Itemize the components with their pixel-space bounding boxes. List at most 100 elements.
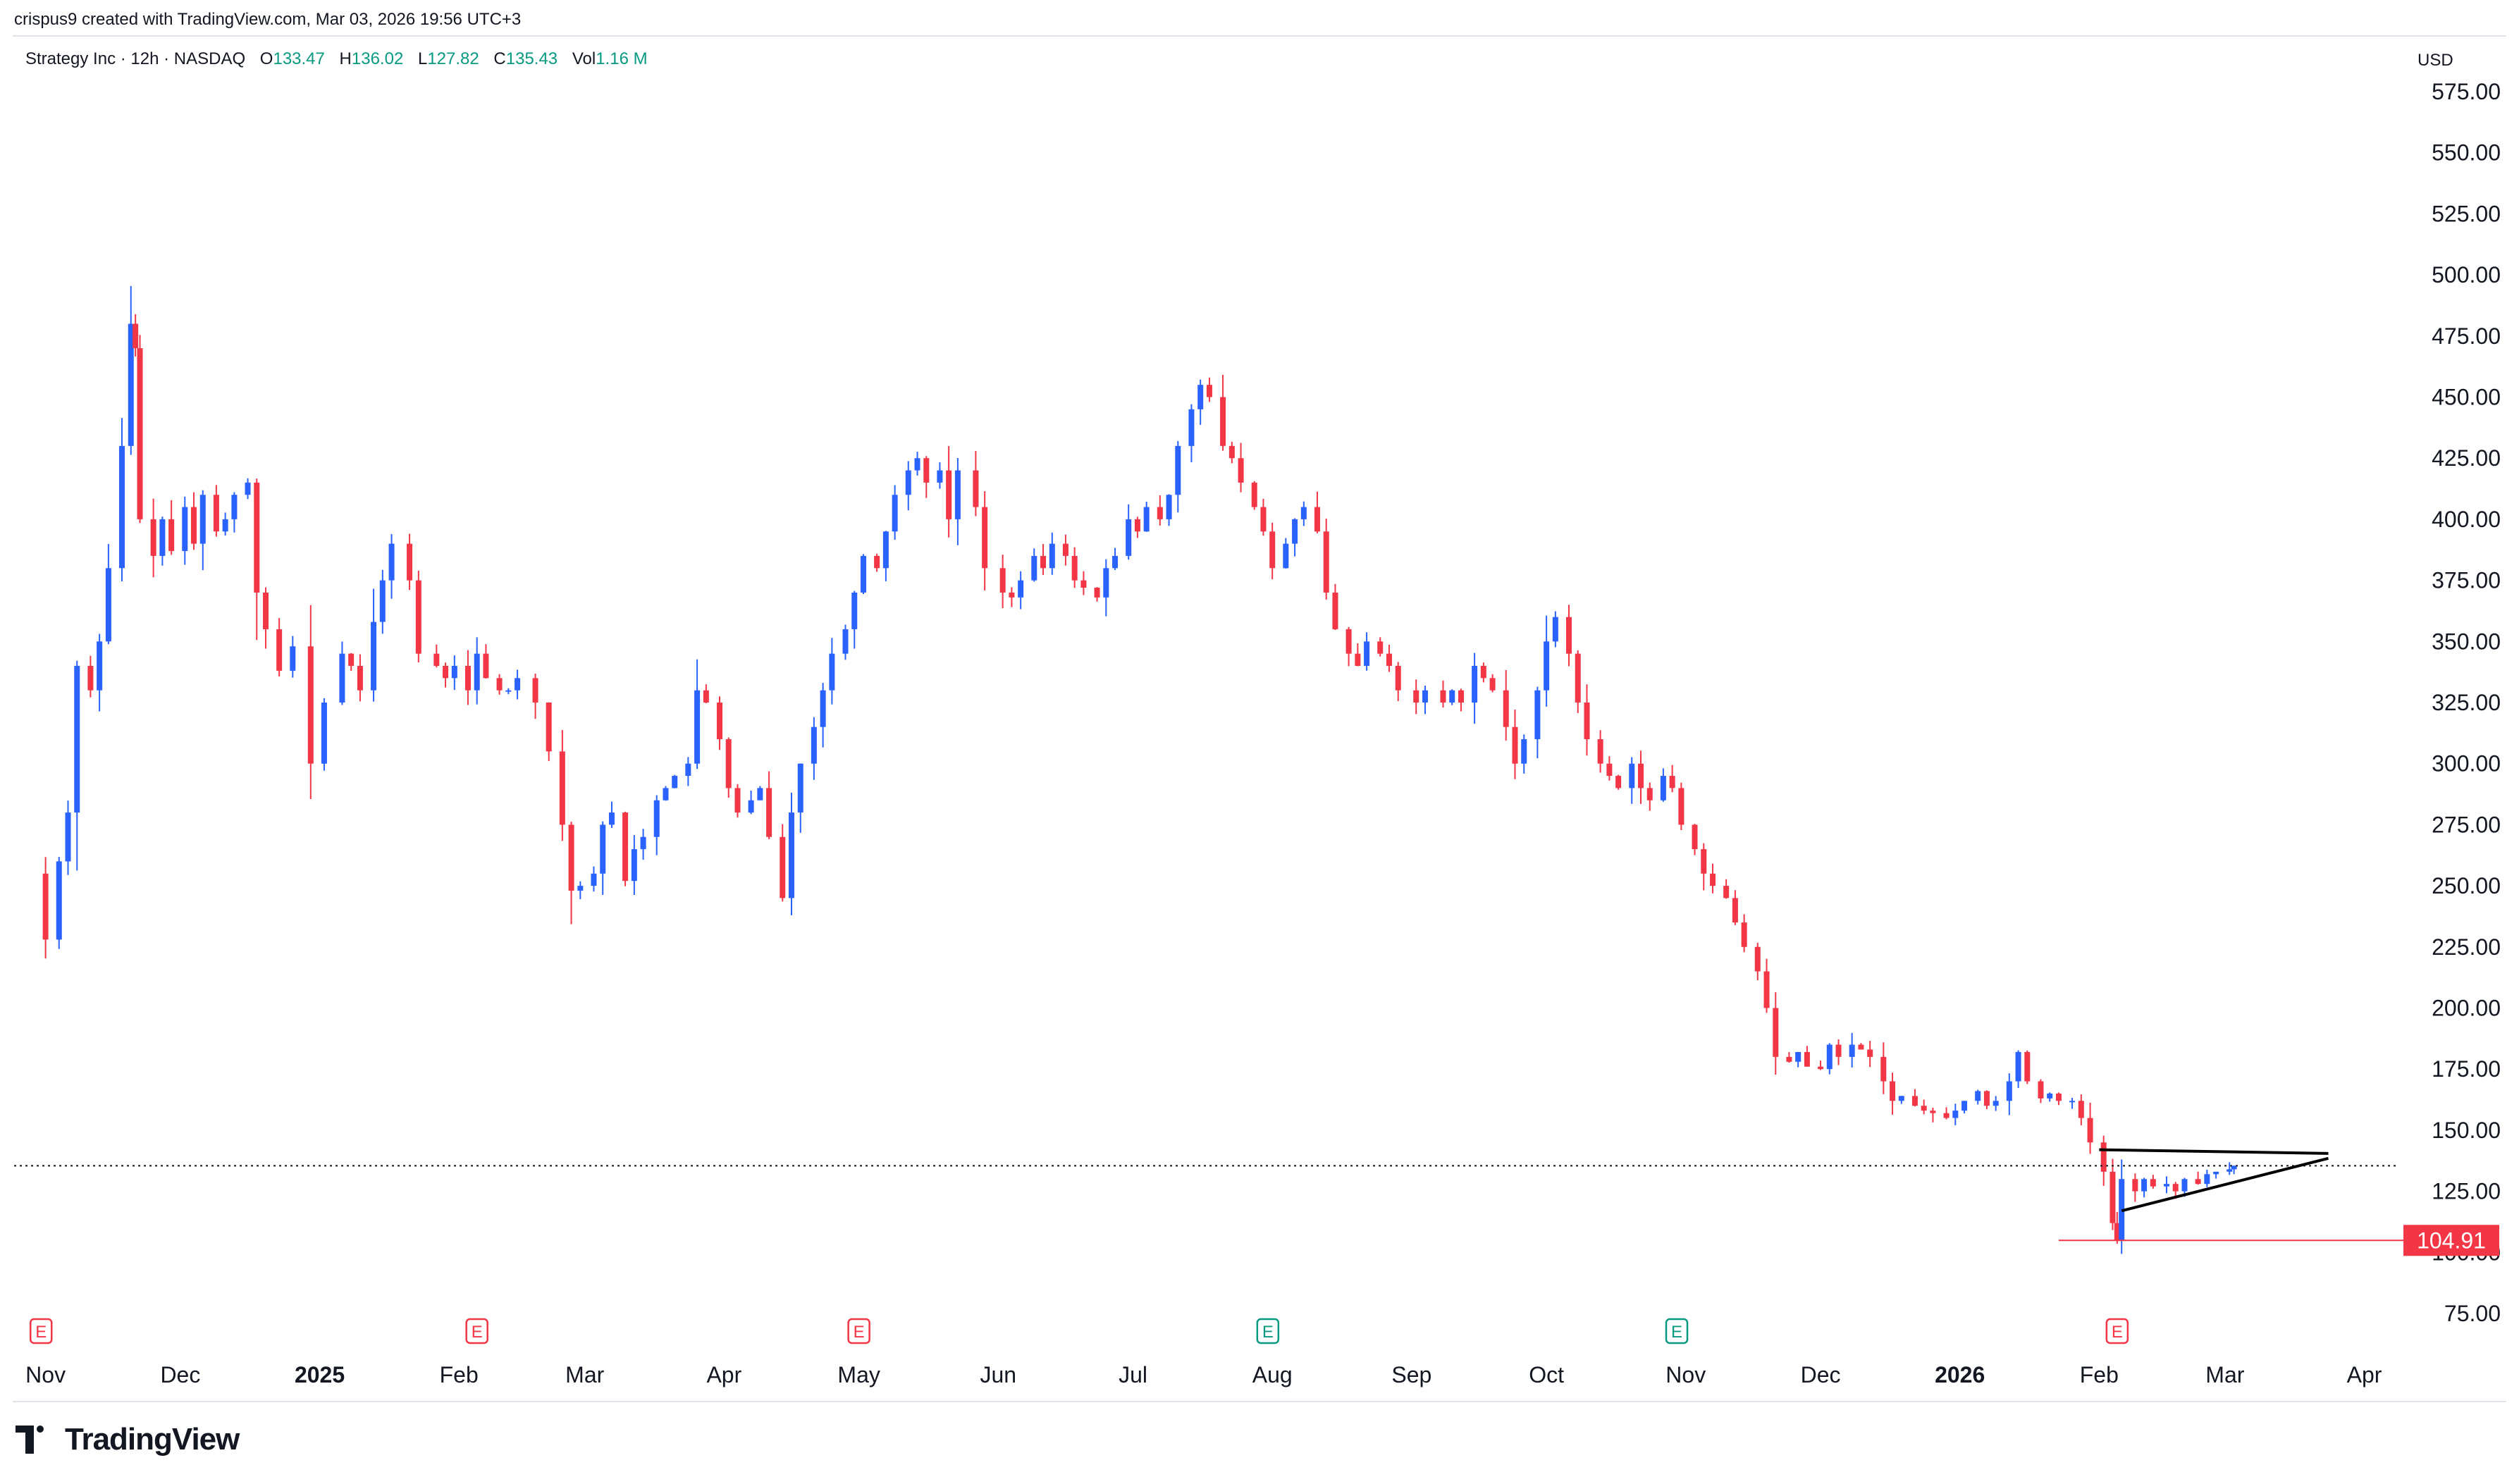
candle-body xyxy=(474,653,480,691)
candle-body xyxy=(1018,580,1024,598)
candle-body xyxy=(608,812,615,825)
close-value: 135.43 xyxy=(505,49,558,68)
candle-body xyxy=(2055,1093,2062,1101)
y-tick-label: 525.00 xyxy=(2432,201,2501,226)
earnings-marker xyxy=(1256,1318,1280,1344)
symbol-legend: Strategy Inc · 12h · NASDAQ O133.47 H136… xyxy=(25,49,648,69)
candle-body xyxy=(1629,763,1635,789)
candle-body xyxy=(1197,385,1204,409)
y-tick-label: 300.00 xyxy=(2432,751,2501,777)
candle-body xyxy=(914,458,920,471)
candle-body xyxy=(829,653,835,691)
candle-body xyxy=(443,665,449,679)
y-tick-label: 350.00 xyxy=(2432,629,2501,654)
candle-body xyxy=(348,653,355,666)
candle-body xyxy=(1228,445,1235,459)
candle-body xyxy=(766,788,772,837)
candle-body xyxy=(725,739,732,789)
candle-body xyxy=(407,543,413,581)
candle-body xyxy=(97,641,103,691)
candle-body xyxy=(2069,1101,2076,1103)
candle-body xyxy=(1741,922,1747,947)
candle-body xyxy=(1692,824,1698,850)
earnings-marker xyxy=(2105,1318,2129,1344)
candle-body xyxy=(1512,726,1518,764)
candle-body xyxy=(433,653,440,666)
x-tick-label: Mar xyxy=(565,1362,604,1387)
candle-body xyxy=(1575,653,1581,703)
candle-body xyxy=(2132,1179,2138,1192)
chart-credit: crispus9 created with TradingView.com, M… xyxy=(14,10,522,29)
candle-body xyxy=(483,653,489,679)
x-tick-label: Sep xyxy=(1391,1362,1431,1387)
candle-body xyxy=(1795,1051,1802,1062)
candle-body xyxy=(653,800,660,837)
candle-body xyxy=(954,470,961,519)
x-tick-label: Mar xyxy=(2205,1362,2244,1387)
candle-body xyxy=(532,678,538,703)
candle-body xyxy=(137,348,143,519)
candle-body xyxy=(1849,1044,1855,1057)
candle-body xyxy=(339,653,345,703)
triangle-upper-trendline xyxy=(2099,1148,2329,1155)
candle-body xyxy=(464,665,471,691)
candle-body xyxy=(1534,690,1541,740)
candle-body xyxy=(757,788,763,800)
candle-body xyxy=(2227,1169,2233,1172)
candle-body xyxy=(1323,531,1329,593)
candle-body xyxy=(892,495,898,532)
x-tick-label: May xyxy=(837,1362,880,1387)
candle-body xyxy=(42,873,49,940)
earnings-marker-label: E xyxy=(854,1323,865,1342)
candle-body xyxy=(2141,1179,2148,1192)
candle-body xyxy=(1503,690,1509,727)
candle-body xyxy=(591,873,597,886)
candle-body xyxy=(290,646,296,671)
candle-body xyxy=(1009,592,1015,598)
candle-body xyxy=(1040,555,1047,569)
candle-body xyxy=(780,836,786,898)
candle-body xyxy=(1638,763,1644,789)
y-tick-label: 125.00 xyxy=(2432,1179,2501,1204)
candle-body xyxy=(276,629,283,671)
candle-body xyxy=(882,531,889,569)
currency-label[interactable]: USD xyxy=(2418,51,2453,70)
candle-body xyxy=(1126,519,1132,556)
candle-body xyxy=(600,824,606,874)
candle-body xyxy=(1238,458,1244,483)
y-tick-label: 550.00 xyxy=(2432,140,2501,166)
candle-body xyxy=(1858,1044,1864,1050)
candle-body xyxy=(1804,1051,1810,1067)
y-tick-label: 225.00 xyxy=(2432,934,2501,960)
earnings-marker xyxy=(1665,1318,1689,1344)
candle-body xyxy=(1983,1091,1990,1106)
low-label: L xyxy=(417,49,428,68)
candle-body xyxy=(1206,385,1212,397)
tradingview-logo[interactable]: TradingView xyxy=(16,1422,240,1457)
candle-body xyxy=(1710,873,1716,886)
candle-body xyxy=(1269,531,1276,569)
y-tick-label: 575.00 xyxy=(2432,79,2501,104)
candle-body xyxy=(663,788,669,800)
candle-body xyxy=(451,665,457,679)
y-tick-label: 325.00 xyxy=(2432,690,2501,715)
candle-body xyxy=(182,507,188,551)
symbol-name[interactable]: Strategy Inc · 12h · NASDAQ xyxy=(25,49,246,68)
candle-body xyxy=(87,665,94,691)
candle-body xyxy=(168,519,175,551)
candle-body xyxy=(568,824,574,891)
candle-body xyxy=(1283,543,1289,569)
candle-body xyxy=(65,812,71,862)
candle-body xyxy=(1134,519,1140,532)
candle-body xyxy=(321,703,327,764)
x-tick-label: Dec xyxy=(160,1362,200,1387)
candle-body xyxy=(1157,507,1163,519)
candle-body xyxy=(105,568,111,642)
candle-body xyxy=(2172,1184,2179,1192)
y-tick-label: 275.00 xyxy=(2432,812,2501,837)
volume-value: 1.16 M xyxy=(596,49,648,68)
candle-body xyxy=(1489,678,1496,691)
candle-body xyxy=(973,470,979,507)
open-value: 133.47 xyxy=(273,49,325,68)
